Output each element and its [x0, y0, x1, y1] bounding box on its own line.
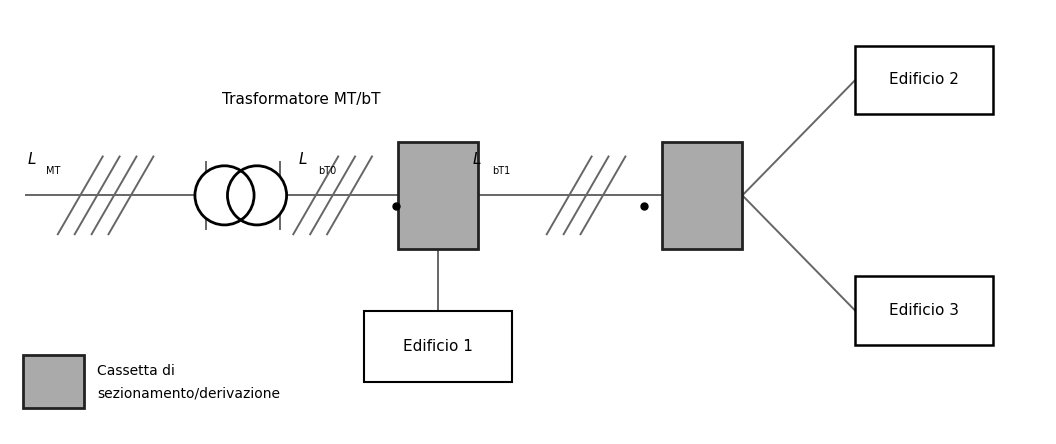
Text: sezionamento/derivazione: sezionamento/derivazione — [97, 387, 280, 400]
Text: Edificio 3: Edificio 3 — [889, 303, 959, 318]
Ellipse shape — [227, 166, 286, 225]
Text: L: L — [299, 151, 307, 166]
FancyBboxPatch shape — [855, 46, 993, 115]
Text: Trasformatore MT/bT: Trasformatore MT/bT — [222, 91, 380, 107]
Text: L: L — [27, 151, 36, 166]
Text: MT: MT — [46, 166, 61, 176]
FancyBboxPatch shape — [23, 355, 84, 408]
Text: bT1: bT1 — [492, 166, 510, 176]
Text: bT0: bT0 — [318, 166, 336, 176]
FancyBboxPatch shape — [662, 142, 742, 249]
Text: Cassetta di: Cassetta di — [97, 364, 175, 378]
Text: L: L — [473, 151, 482, 166]
FancyBboxPatch shape — [398, 142, 478, 249]
Ellipse shape — [195, 166, 254, 225]
Text: Edificio 2: Edificio 2 — [889, 72, 959, 87]
Text: Edificio 1: Edificio 1 — [403, 339, 473, 354]
FancyBboxPatch shape — [855, 276, 993, 345]
FancyBboxPatch shape — [364, 311, 512, 382]
